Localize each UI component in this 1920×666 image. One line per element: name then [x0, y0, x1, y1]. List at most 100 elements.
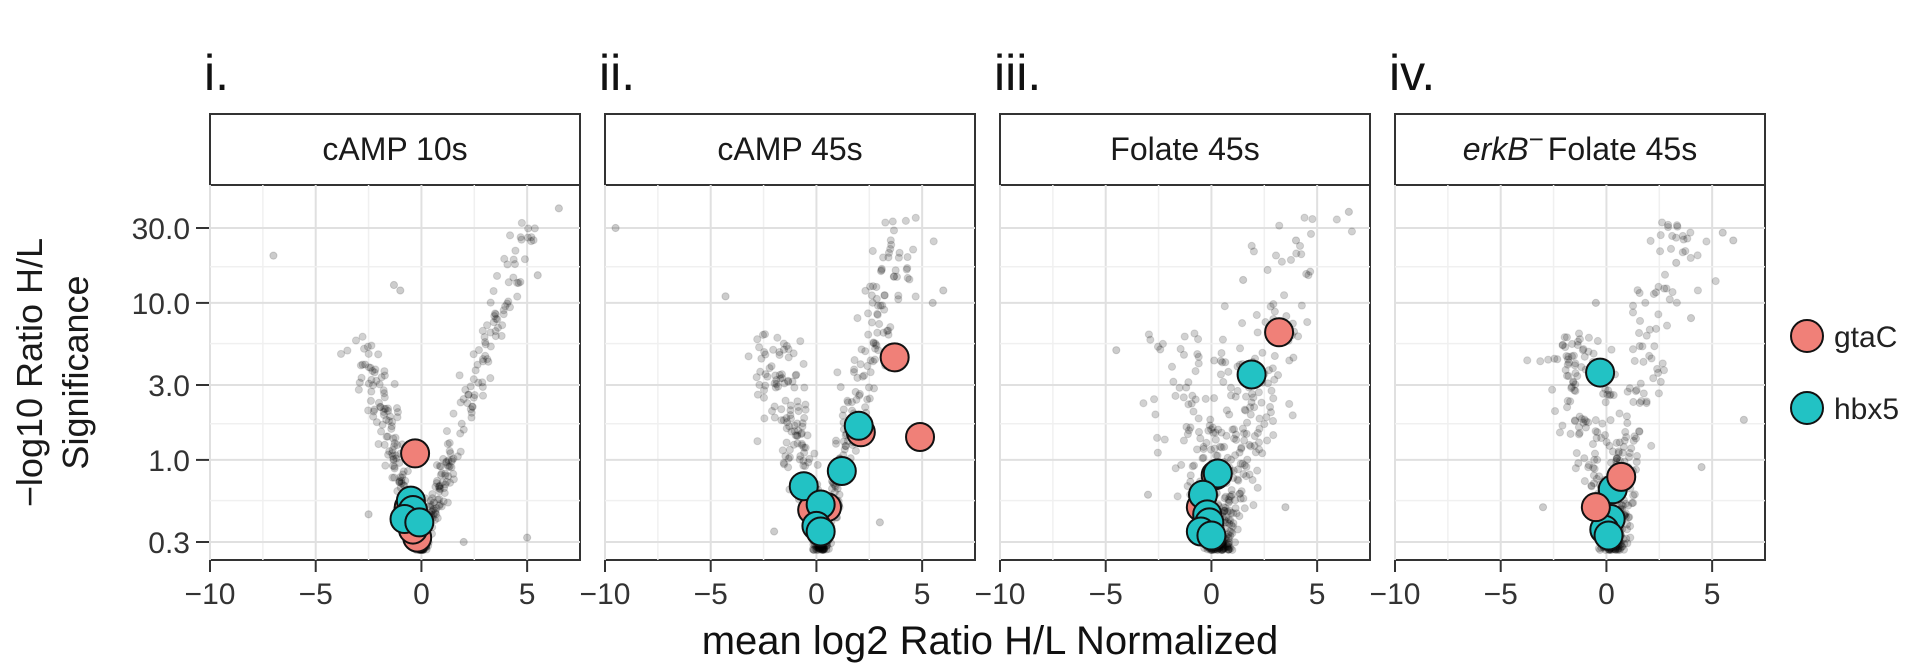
background-point	[1269, 394, 1278, 403]
background-point	[1589, 349, 1598, 358]
background-point	[769, 345, 778, 354]
background-point	[785, 422, 794, 431]
background-point	[853, 373, 862, 382]
background-point	[835, 490, 844, 499]
background-point	[1628, 498, 1638, 507]
background-point	[431, 506, 440, 515]
background-point	[1584, 333, 1594, 342]
background-point	[1558, 340, 1567, 349]
background-point	[1570, 416, 1580, 426]
background-point	[779, 345, 789, 354]
background-point	[435, 495, 444, 504]
background-point	[1562, 333, 1572, 342]
background-point	[1218, 335, 1228, 344]
background-point	[510, 260, 520, 269]
background-point	[380, 367, 389, 376]
background-point	[1623, 387, 1632, 396]
background-point	[461, 385, 470, 394]
background-point	[784, 345, 793, 354]
background-point	[1632, 385, 1641, 395]
background-point	[1226, 531, 1235, 541]
background-point	[1182, 383, 1191, 392]
background-point	[1581, 417, 1591, 426]
background-point	[855, 389, 865, 399]
background-point	[1593, 428, 1602, 437]
background-point	[886, 236, 895, 245]
background-point	[1219, 377, 1228, 387]
background-point	[1293, 332, 1303, 341]
background-point	[1625, 513, 1634, 522]
background-point	[873, 309, 882, 319]
background-point	[1584, 463, 1593, 472]
background-point	[364, 406, 373, 415]
background-point	[1235, 489, 1245, 498]
background-point	[721, 292, 730, 301]
background-point	[1575, 335, 1585, 344]
background-point	[380, 371, 389, 380]
background-point	[1292, 249, 1301, 258]
background-point	[890, 272, 899, 281]
background-point	[1615, 545, 1624, 555]
background-point	[432, 478, 441, 488]
background-point	[459, 425, 468, 434]
background-point	[389, 434, 398, 443]
background-point	[911, 292, 920, 301]
background-point	[1553, 355, 1562, 364]
background-point	[1302, 269, 1311, 279]
background-point	[1300, 213, 1309, 222]
background-point	[387, 422, 396, 431]
background-point	[439, 454, 448, 464]
background-point	[1268, 364, 1277, 373]
background-point	[1575, 412, 1584, 421]
background-point	[1239, 429, 1249, 438]
background-point	[524, 224, 533, 233]
background-point	[377, 373, 386, 382]
grid	[999, 185, 1370, 560]
background-point	[1226, 516, 1235, 525]
background-point	[1654, 389, 1663, 398]
background-point	[523, 233, 532, 242]
background-point	[390, 473, 399, 482]
legend: gtaC hbx5	[1790, 319, 1899, 426]
background-point	[813, 460, 822, 470]
background-point	[1236, 494, 1245, 503]
background-point	[1222, 431, 1231, 440]
background-point	[1240, 436, 1249, 445]
background-point	[789, 440, 799, 449]
background-point	[387, 424, 396, 433]
background-point	[383, 406, 393, 416]
series-gtaC	[1580, 461, 1637, 523]
background-point	[1225, 543, 1234, 552]
background-point	[1571, 359, 1580, 368]
background-point	[428, 490, 437, 499]
background-point	[1223, 543, 1232, 552]
background-point	[880, 291, 889, 300]
background-point	[1683, 234, 1692, 243]
background-point	[939, 286, 948, 295]
background-point	[1247, 389, 1257, 399]
background-point	[369, 407, 378, 416]
background-point	[871, 339, 880, 348]
background-point	[1605, 441, 1614, 451]
background-point	[1615, 438, 1624, 447]
background-point	[1175, 383, 1184, 392]
plot-area	[604, 184, 976, 561]
background-point	[1646, 236, 1655, 245]
background-point	[1598, 419, 1607, 428]
background-point	[767, 362, 776, 371]
background-point	[1649, 374, 1658, 383]
background-point	[873, 328, 882, 337]
background-point	[442, 458, 451, 467]
background-point	[1625, 384, 1634, 393]
background-point	[894, 291, 903, 300]
background-point	[1235, 344, 1245, 353]
background-point	[789, 349, 798, 358]
background-point	[1208, 423, 1217, 432]
background-point	[443, 498, 452, 507]
background-point	[457, 419, 466, 428]
background-point	[793, 397, 802, 406]
background-point	[1267, 386, 1276, 395]
background-point	[1605, 391, 1614, 400]
background-point	[500, 254, 509, 263]
x-tick-label: −5	[1089, 578, 1123, 611]
